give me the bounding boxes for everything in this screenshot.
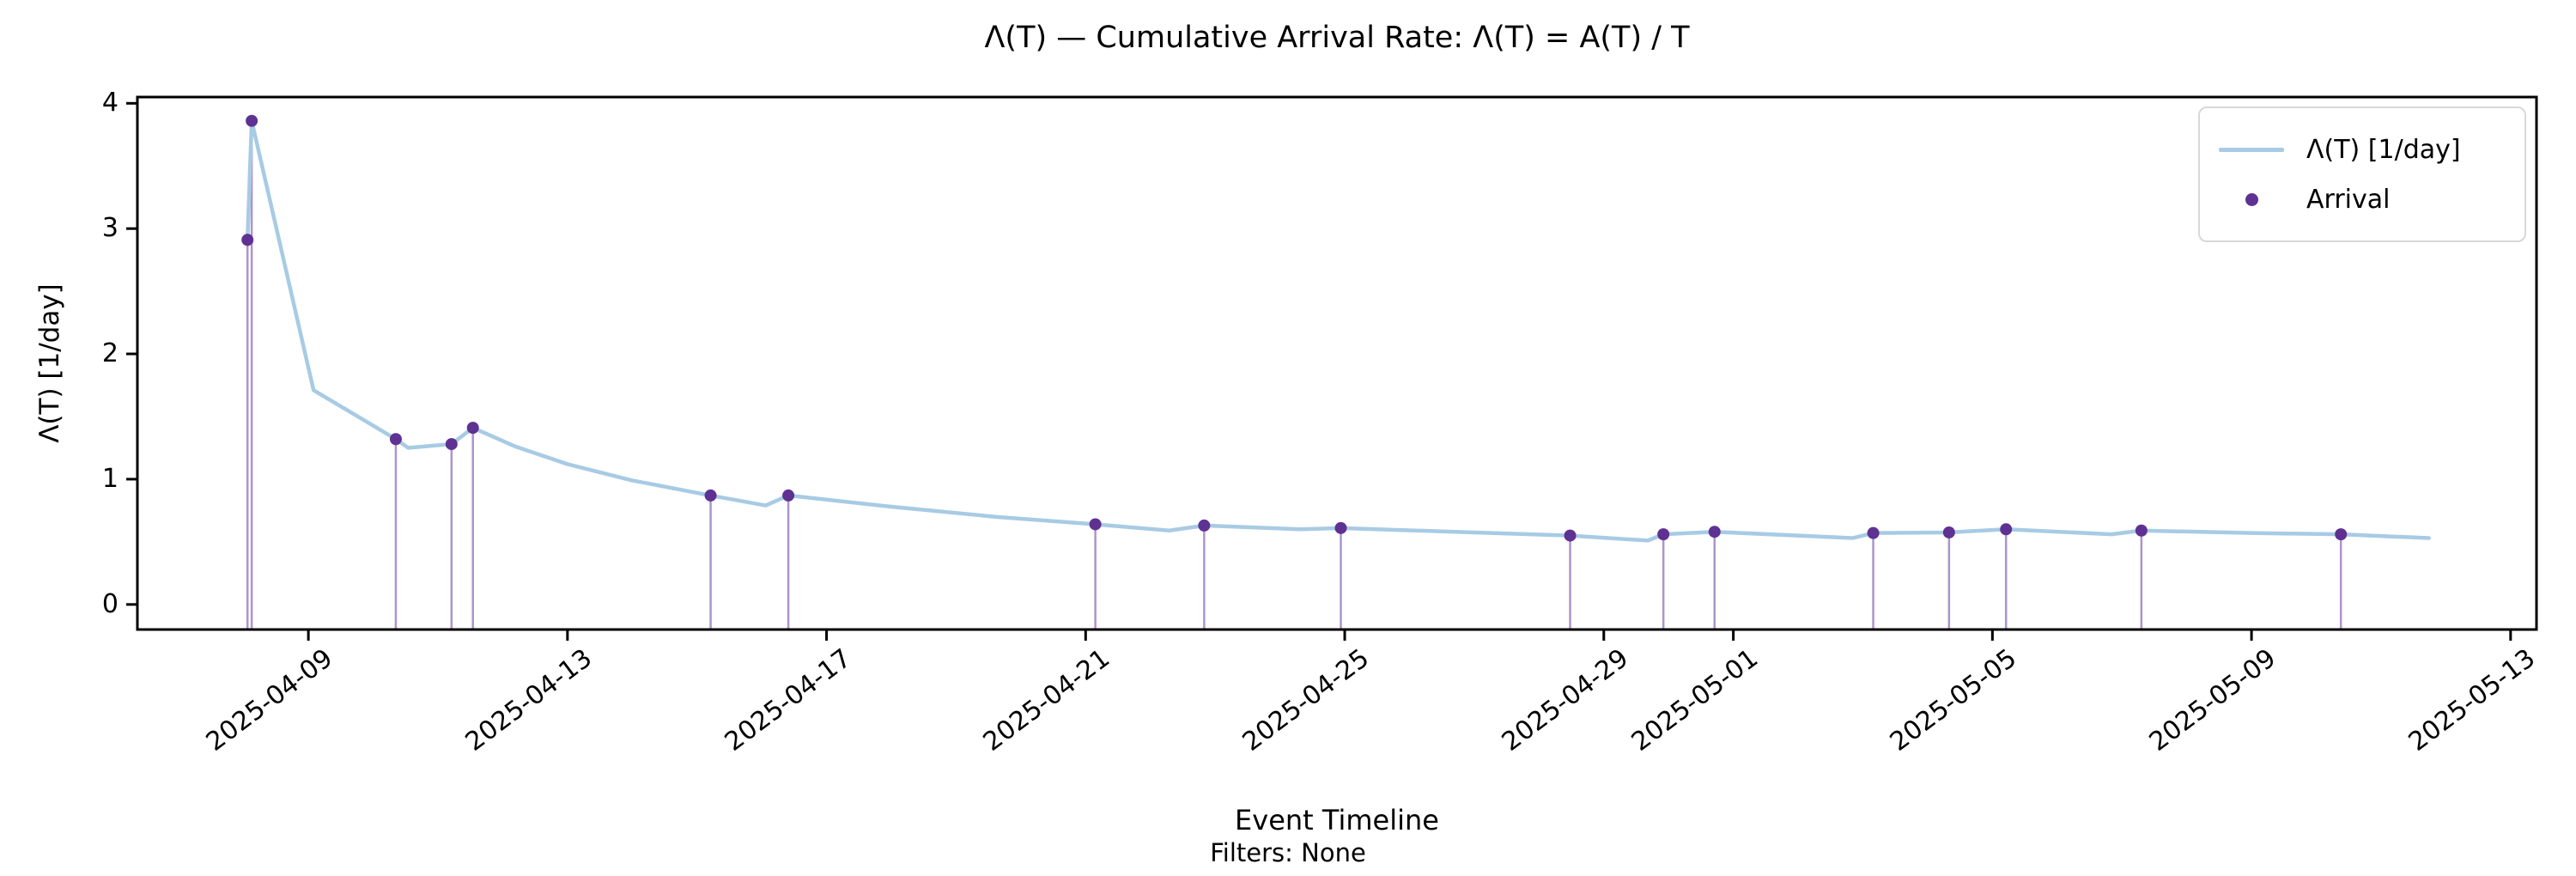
arrival-dot [704, 489, 717, 502]
x-axis-label: Event Timeline [1235, 804, 1439, 836]
y-tick-label: 2 [101, 338, 118, 369]
lambda-line [245, 119, 2432, 543]
legend-label-arrival: Arrival [2306, 184, 2391, 215]
plot-spines [136, 95, 2538, 631]
arrival-dot [1198, 519, 1211, 532]
filters-note: Filters: None [1210, 838, 1366, 867]
arrival-dot [782, 489, 795, 502]
arrival-dot [1942, 526, 1955, 538]
legend-item-arrival: Arrival [2215, 180, 2509, 218]
arrival-dot-sample [2245, 192, 2258, 206]
arrival-dot [1089, 518, 1102, 531]
chart-title: Λ(T) — Cumulative Arrival Rate: Λ(T) = A… [984, 21, 1690, 55]
arrival-dot [1564, 529, 1577, 542]
y-tick-label: 0 [101, 588, 118, 619]
arrival-dot [1657, 528, 1670, 541]
lambda-line-sample [2219, 147, 2284, 152]
arrival-dot [1708, 526, 1721, 538]
arrival-dot [445, 438, 458, 451]
arrival-dot [1867, 526, 1880, 539]
arrival-dot [466, 422, 479, 435]
arrival-dot [389, 433, 402, 446]
arrival-dot [1334, 521, 1347, 534]
arrival-dot [2335, 528, 2348, 541]
arrival-dot [241, 234, 254, 246]
y-tick-label: 1 [101, 463, 118, 494]
arrival-dot [2135, 524, 2148, 537]
legend-item-lambda: Λ(T) [1/day] [2215, 131, 2509, 168]
arrival-dot [246, 114, 258, 127]
y-tick-label: 4 [101, 88, 118, 119]
legend: Λ(T) [1/day] Arrival [2198, 106, 2526, 242]
lambda-line-sample-wrap [2215, 147, 2287, 152]
arrival-dot-sample-wrap [2215, 192, 2287, 206]
arrival-dot [2000, 523, 2013, 536]
legend-label-lambda: Λ(T) [1/day] [2306, 134, 2461, 165]
y-tick-label: 3 [101, 213, 118, 244]
